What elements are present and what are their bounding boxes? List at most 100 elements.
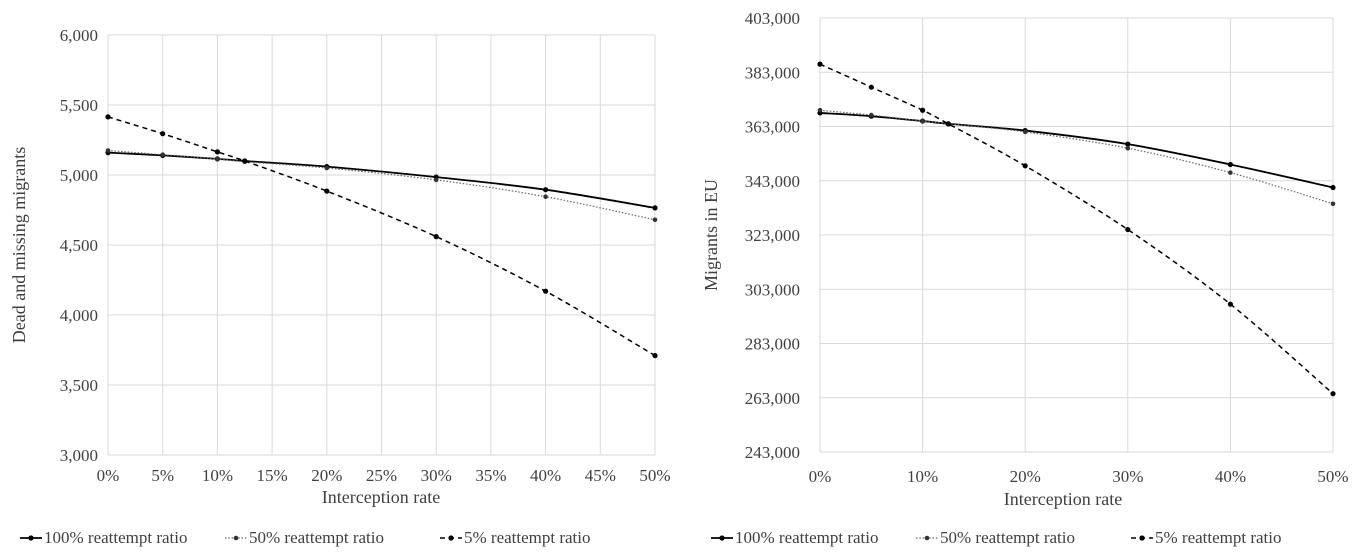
x-tick-label: 30% [421, 466, 452, 485]
legend-entry: 5% reattempt ratio [1131, 528, 1282, 547]
data-point [1022, 129, 1028, 135]
legend-marker [1139, 535, 1145, 541]
gridlines [107, 34, 656, 456]
data-point [652, 205, 658, 211]
legend-label: 100% reattempt ratio [44, 528, 188, 547]
x-tick-label: 50% [1317, 467, 1348, 486]
data-point [920, 107, 926, 113]
x-tick-label: 10% [907, 467, 938, 486]
data-point [105, 148, 111, 153]
x-tick-label: 0% [97, 466, 120, 485]
data-point [214, 149, 220, 155]
data-point [1125, 141, 1131, 147]
x-tick-label: 20% [311, 466, 342, 485]
data-point [1330, 201, 1336, 207]
data-point [1125, 145, 1131, 151]
data-point [543, 288, 549, 294]
x-tick-label: 30% [1112, 467, 1143, 486]
y-tick-label: 343,000 [745, 172, 800, 191]
x-tick-label: 40% [1215, 467, 1246, 486]
x-axis-title: Interception rate [322, 487, 440, 507]
data-point [1022, 163, 1028, 169]
x-tick-label: 45% [585, 466, 616, 485]
y-axis-title: Migrants in EU [701, 179, 721, 291]
chart-migrants-eu: 243,000 263,000 283,000 303,000 323,000 343,0… [701, 9, 1349, 547]
data-point [945, 121, 951, 127]
series-line [819, 109, 1334, 205]
data-point [920, 118, 925, 124]
legend-entry: 50% reattempt ratio [225, 528, 384, 547]
data-point [1227, 301, 1233, 307]
data-point [1330, 184, 1336, 191]
y-tick-label: 6,000 [60, 26, 98, 45]
data-point [868, 84, 874, 90]
legend-label: 100% reattempt ratio [735, 528, 879, 547]
data-point [433, 234, 439, 240]
data-point [543, 187, 549, 193]
series-dashed [105, 114, 658, 359]
y-tick-label: 5,500 [60, 96, 98, 115]
legend-entry: 100% reattempt ratio [20, 528, 188, 547]
y-tick-label: 303,000 [745, 280, 800, 299]
y-tick-label: 5,000 [60, 166, 98, 185]
gridlines [819, 17, 1334, 453]
y-tick-label: 363,000 [745, 118, 800, 137]
y-tick-label: 3,500 [60, 376, 98, 395]
x-tick-label: 50% [639, 466, 670, 485]
legend-label: 50% reattempt ratio [940, 528, 1075, 547]
legend-marker [448, 535, 454, 541]
series-solid [817, 110, 1336, 191]
x-tick-label: 20% [1010, 467, 1041, 486]
y-tick-label: 383,000 [745, 63, 800, 82]
legend-entry: 50% reattempt ratio [916, 528, 1075, 547]
data-point [817, 107, 823, 113]
x-tick-label: 40% [530, 466, 561, 485]
y-tick-label: 4,000 [60, 306, 98, 325]
legend-marker [28, 535, 34, 541]
y-axis-title: Dead and missing migrants [9, 147, 29, 343]
x-tick-label: 35% [475, 466, 506, 485]
data-point [242, 158, 248, 164]
y-tick-label: 323,000 [745, 226, 800, 245]
data-point [1330, 391, 1336, 397]
x-axis-title: Interception rate [1004, 489, 1122, 509]
y-tick-label: 3,000 [60, 446, 98, 465]
legend-marker [233, 535, 239, 541]
data-point [160, 152, 165, 157]
x-tick-label: 25% [366, 466, 397, 485]
y-tick-label: 403,000 [745, 9, 800, 28]
data-point [817, 61, 823, 67]
x-tick-label: 5% [151, 466, 174, 485]
x-tick-label: 15% [257, 466, 288, 485]
series-dashed [817, 61, 1336, 397]
data-point [324, 188, 330, 194]
data-point [324, 165, 330, 171]
series-dotted [817, 107, 1336, 207]
x-tick-label: 10% [202, 466, 233, 485]
data-point [652, 217, 658, 223]
data-point [869, 112, 874, 118]
chart-dead-missing: 3,000 3,500 4,000 4,500 5,000 5,500 6,000 0% 5% 1… [9, 26, 671, 547]
legend-label: 5% reattempt ratio [464, 528, 591, 547]
y-tick-label: 243,000 [745, 443, 800, 462]
series-line [819, 63, 1334, 395]
data-point [1227, 161, 1233, 168]
legend-label: 5% reattempt ratio [1155, 528, 1282, 547]
data-point [215, 156, 220, 162]
legend-marker [719, 535, 725, 541]
data-point [1228, 170, 1233, 175]
data-point [105, 114, 111, 120]
data-point [433, 177, 439, 183]
data-point [652, 353, 658, 359]
legend-marker [924, 535, 930, 541]
data-point [160, 131, 166, 137]
data-point [543, 194, 548, 199]
series-line [819, 112, 1334, 189]
x-tick-label: 0% [809, 467, 832, 486]
y-tick-label: 4,500 [60, 236, 98, 255]
y-tick-label: 263,000 [745, 389, 800, 408]
y-tick-label: 283,000 [745, 335, 800, 354]
legend-entry: 5% reattempt ratio [440, 528, 591, 547]
legend-entry: 100% reattempt ratio [711, 528, 879, 547]
